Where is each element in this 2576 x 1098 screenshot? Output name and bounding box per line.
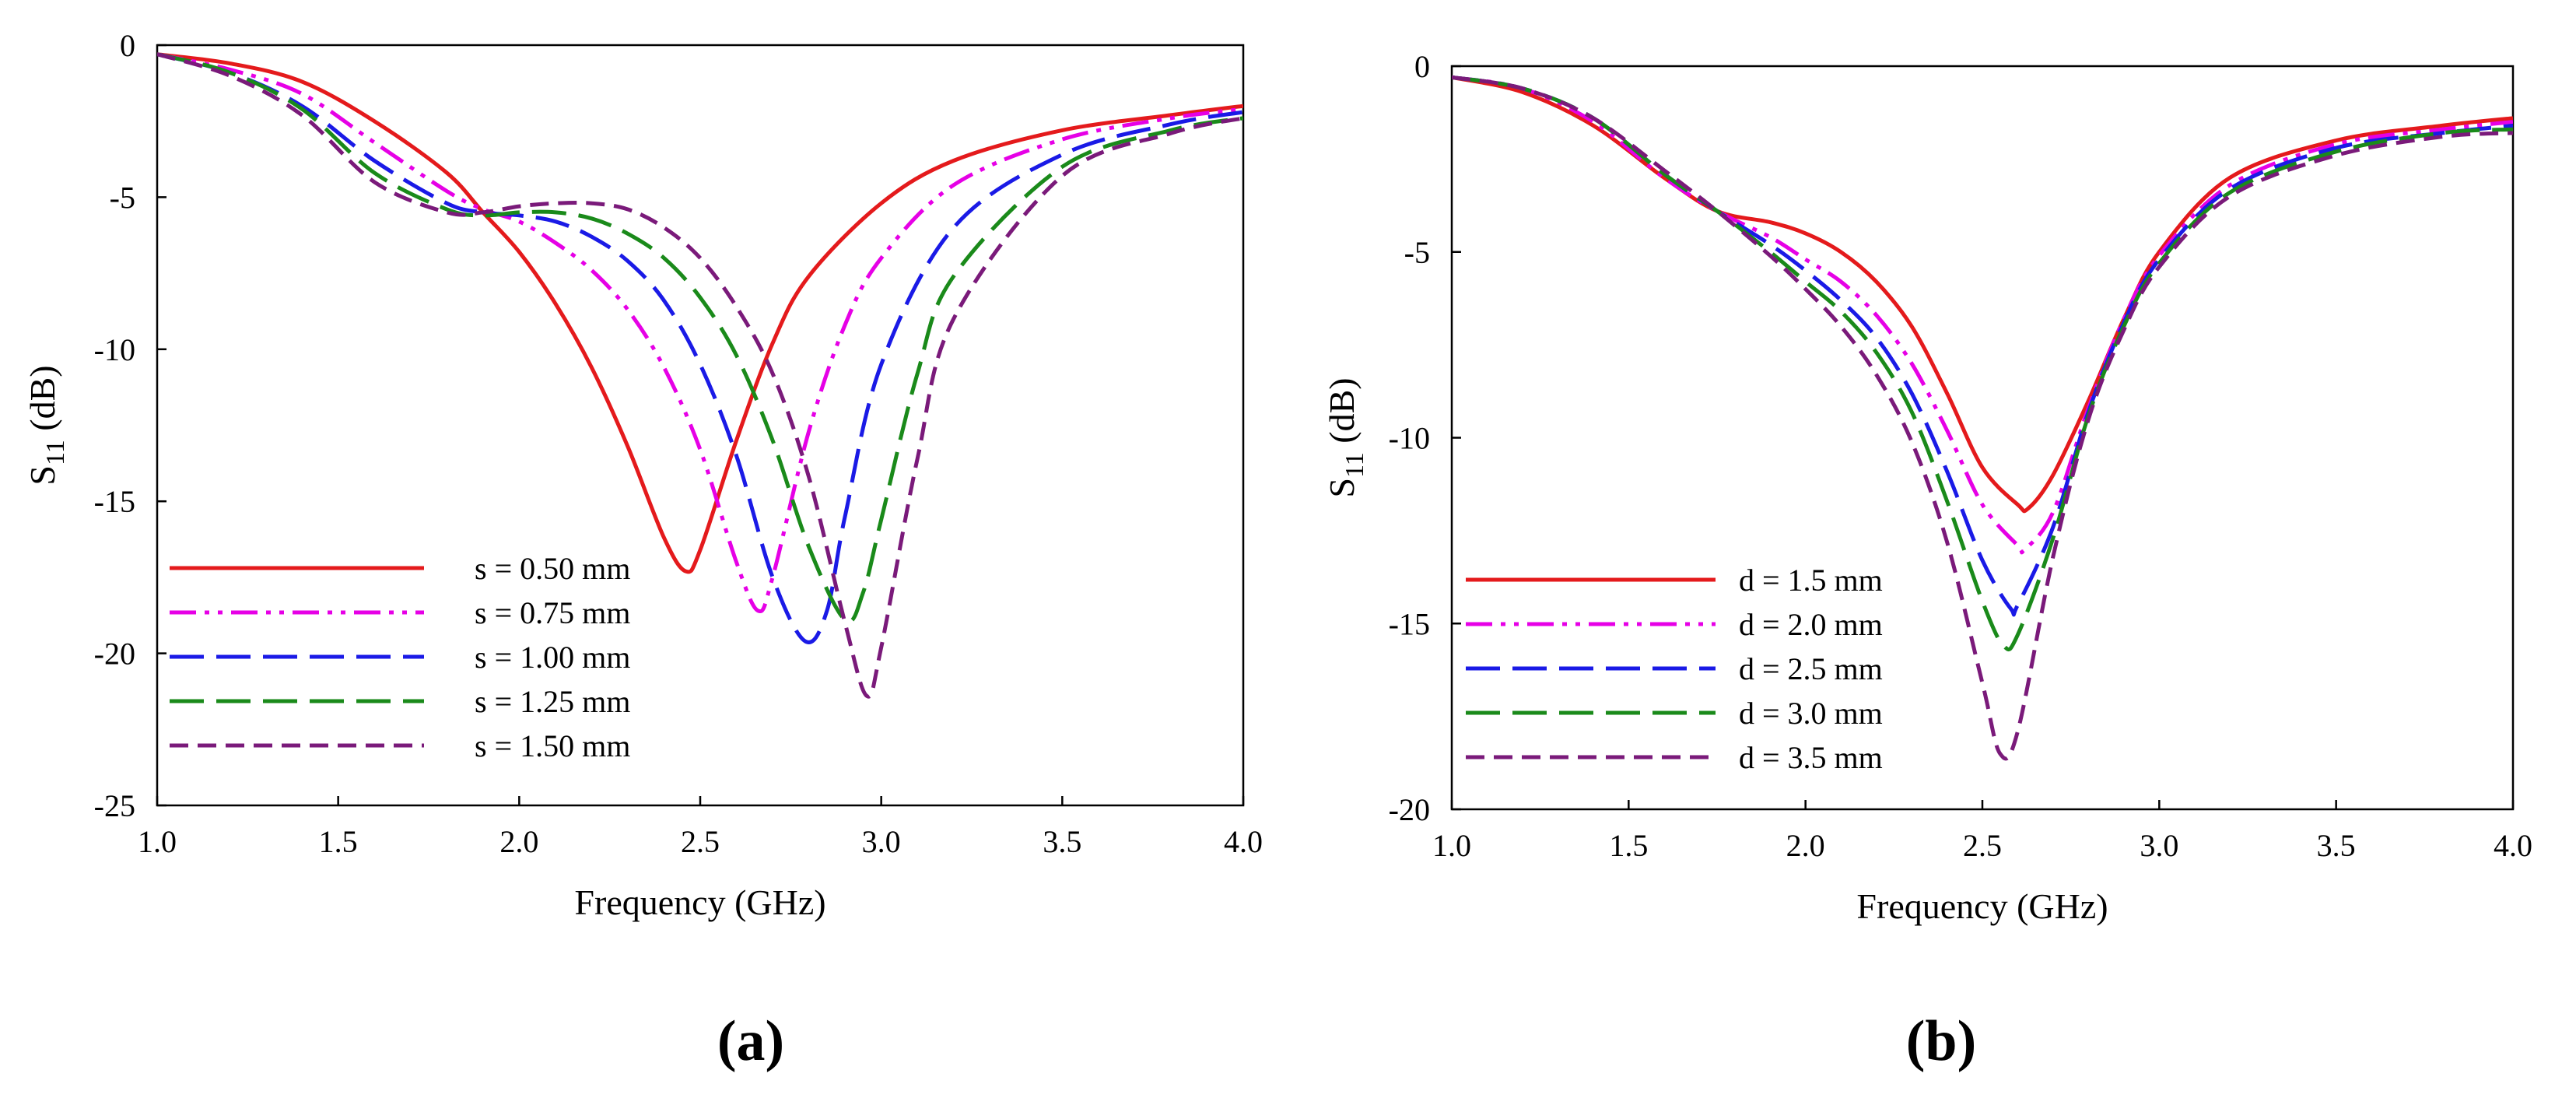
series-line-5 — [1452, 75, 2513, 761]
panel-label: (a) — [717, 1009, 784, 1073]
y-axis-title-main: S — [1322, 478, 1362, 498]
x-tick-label: 2.5 — [681, 824, 720, 859]
series-line-1 — [157, 52, 1243, 574]
x-tick-label: 1.5 — [1609, 828, 1648, 863]
y-tick-label: -5 — [1404, 235, 1430, 270]
y-tick-label: -10 — [94, 332, 135, 367]
x-tick-label: 3.0 — [862, 824, 901, 859]
x-axis-title: Frequency (GHz) — [574, 882, 825, 922]
x-axis-title: Frequency (GHz) — [1856, 886, 2108, 926]
legend-label-5: d = 3.5 mm — [1739, 740, 1883, 775]
series-line-3 — [157, 52, 1243, 644]
legend-label-3: d = 2.5 mm — [1739, 651, 1883, 686]
chart-panel-a: 1.0 1.5 2.0 2.5 3.0 3.5 4.0 0 -5 -10 -15 -20 -25 Freq… — [23, 28, 1263, 1073]
x-tick-label: 1.0 — [138, 824, 177, 859]
plot-frame — [156, 44, 1245, 807]
y-tick-label: 0 — [120, 28, 135, 63]
y-tick-label: -10 — [1389, 421, 1430, 456]
legend-label-4: d = 3.0 mm — [1739, 696, 1883, 731]
plot-frame — [1450, 65, 2515, 811]
series-group — [157, 52, 1243, 699]
y-tick-label: 0 — [1414, 49, 1430, 84]
series-line-1 — [1452, 75, 2513, 514]
series-line-4 — [157, 52, 1243, 624]
y-tick-label: -20 — [94, 637, 135, 672]
series-line-2 — [1452, 75, 2513, 555]
y-tick-label: -20 — [1389, 792, 1430, 827]
x-tick-label: 3.5 — [1043, 824, 1081, 859]
y-axis-title-unit: (dB) — [23, 365, 62, 440]
legend-label-2: d = 2.0 mm — [1739, 607, 1883, 642]
series-line-5 — [157, 52, 1243, 699]
x-tick-label: 2.0 — [1786, 828, 1825, 863]
legend-label-4: s = 1.25 mm — [475, 684, 630, 719]
legend-label-1: s = 0.50 mm — [475, 551, 630, 586]
panel-label: (b) — [1906, 1009, 1976, 1073]
legend-label-5: s = 1.50 mm — [475, 728, 630, 763]
x-tick-label: 4.0 — [2494, 828, 2532, 863]
x-tick-label: 1.5 — [319, 824, 358, 859]
y-axis-title-sub: 11 — [41, 440, 70, 465]
y-axis-title-sub: 11 — [1341, 452, 1369, 478]
x-tick-label: 1.0 — [1432, 828, 1471, 863]
legend-label-3: s = 1.00 mm — [475, 640, 630, 675]
chart-panel-b: 1.0 1.5 2.0 2.5 3.0 3.5 4.0 0 -5 -10 -15 -20 Frequen… — [1322, 49, 2532, 1073]
series-line-3 — [1452, 75, 2513, 617]
y-axis-title: S11 (dB) — [23, 365, 70, 485]
x-tick-label: 4.0 — [1224, 824, 1263, 859]
x-tick-label: 2.0 — [499, 824, 538, 859]
y-tick-label: -5 — [110, 180, 135, 215]
y-axis-title: S11 (dB) — [1322, 377, 1369, 497]
x-tick-label: 2.5 — [1963, 828, 2002, 863]
y-tick-label: -15 — [94, 484, 135, 519]
legend-label-1: d = 1.5 mm — [1739, 563, 1883, 598]
x-tick-label: 3.5 — [2317, 828, 2356, 863]
y-axis-title-unit: (dB) — [1322, 377, 1362, 452]
series-line-2 — [157, 52, 1243, 613]
legend-label-2: s = 0.75 mm — [475, 595, 630, 630]
y-tick-label: -15 — [1389, 606, 1430, 641]
x-tick-label: 3.0 — [2140, 828, 2178, 863]
y-axis-title-main: S — [23, 465, 62, 486]
y-tick-label: -25 — [94, 788, 135, 823]
series-group — [1452, 75, 2513, 761]
